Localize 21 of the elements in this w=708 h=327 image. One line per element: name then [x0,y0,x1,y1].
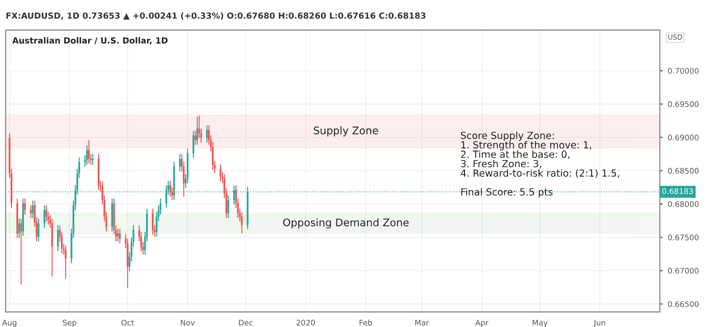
candlestick [192,130,194,159]
text: Australian Dollar / U.S. Dollar, 1D [12,37,168,45]
candlestick [57,224,59,252]
candlestick [24,198,26,216]
candlestick [206,124,208,144]
annotation: Score Supply Zone: 1. Strength of the move: 1, 2. Time at the base: 0, 3. Fresh Zone: 3, 4. Reward-to-risk ratio: (2:1) 1.5, Final Score: 5.5 pts [460,132,620,198]
band-label: Opposing Demand Zone [283,218,409,228]
candlestick [86,144,88,166]
candlestick [111,198,113,232]
candlestick [38,218,40,242]
candlestick [92,154,94,166]
band-label: Supply Zone [314,126,378,136]
candlestick [51,218,53,278]
chart-subtitle: FX:AUDUSD, 1D 0.73653 ▲ +0.00241 (+0.33%) O:0.67680 H:0.68260 L:0.67616 C:0.68183 [6,12,426,20]
candlestick [240,212,243,234]
candlestick [30,204,32,218]
candlestick [126,238,128,288]
candlestick [198,114,200,139]
candlestick [220,164,222,182]
candlestick [117,228,119,242]
candlestick [88,140,90,164]
